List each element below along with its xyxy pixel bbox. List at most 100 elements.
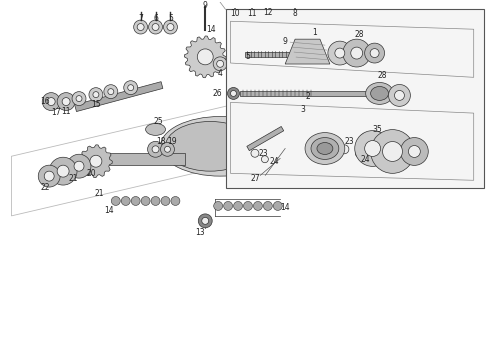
Bar bbox=[225, 9, 484, 188]
Circle shape bbox=[340, 145, 349, 154]
Text: 28: 28 bbox=[378, 71, 387, 80]
Text: 35: 35 bbox=[372, 125, 382, 134]
Text: 9: 9 bbox=[203, 1, 208, 10]
Circle shape bbox=[343, 39, 370, 67]
Text: 10: 10 bbox=[230, 9, 240, 18]
Circle shape bbox=[76, 96, 82, 102]
Circle shape bbox=[72, 92, 86, 105]
Circle shape bbox=[370, 130, 415, 174]
Circle shape bbox=[370, 49, 379, 58]
Polygon shape bbox=[285, 39, 330, 64]
Circle shape bbox=[227, 87, 240, 99]
Circle shape bbox=[57, 165, 69, 177]
Circle shape bbox=[111, 197, 120, 206]
Ellipse shape bbox=[311, 138, 339, 159]
Circle shape bbox=[128, 85, 134, 91]
Circle shape bbox=[262, 14, 274, 26]
Text: 7: 7 bbox=[138, 14, 143, 23]
Circle shape bbox=[365, 43, 385, 63]
Ellipse shape bbox=[146, 123, 166, 135]
Text: 20: 20 bbox=[86, 168, 96, 177]
Bar bbox=[247, 126, 284, 150]
Text: 12: 12 bbox=[263, 8, 272, 17]
Bar bbox=[241, 91, 369, 96]
Text: 15: 15 bbox=[91, 100, 101, 109]
Circle shape bbox=[292, 19, 298, 25]
Text: 11: 11 bbox=[247, 9, 257, 18]
Circle shape bbox=[44, 171, 54, 181]
Text: 27: 27 bbox=[250, 174, 260, 183]
Circle shape bbox=[124, 81, 138, 95]
Circle shape bbox=[134, 20, 147, 34]
Ellipse shape bbox=[366, 82, 393, 104]
Circle shape bbox=[147, 141, 164, 157]
Circle shape bbox=[171, 197, 180, 206]
Circle shape bbox=[152, 146, 159, 153]
Circle shape bbox=[161, 197, 170, 206]
Circle shape bbox=[305, 29, 311, 35]
Circle shape bbox=[38, 165, 60, 187]
Bar bbox=[106, 153, 185, 165]
Text: 14: 14 bbox=[206, 25, 216, 34]
Ellipse shape bbox=[317, 143, 333, 154]
Circle shape bbox=[89, 88, 103, 102]
Circle shape bbox=[246, 144, 264, 162]
Circle shape bbox=[273, 202, 282, 210]
Circle shape bbox=[383, 141, 402, 161]
Text: 25: 25 bbox=[154, 117, 163, 126]
Circle shape bbox=[57, 93, 75, 111]
Circle shape bbox=[74, 161, 84, 171]
Circle shape bbox=[230, 90, 237, 96]
Circle shape bbox=[42, 93, 60, 111]
Circle shape bbox=[265, 17, 271, 23]
Circle shape bbox=[355, 149, 363, 157]
Text: 23: 23 bbox=[258, 149, 268, 158]
Ellipse shape bbox=[370, 86, 389, 100]
Circle shape bbox=[335, 139, 354, 159]
Text: 4: 4 bbox=[218, 69, 222, 78]
Ellipse shape bbox=[166, 121, 255, 171]
Circle shape bbox=[400, 138, 428, 165]
Circle shape bbox=[335, 48, 345, 58]
Text: 1: 1 bbox=[312, 27, 317, 36]
Circle shape bbox=[197, 49, 213, 65]
Ellipse shape bbox=[360, 133, 374, 142]
Circle shape bbox=[253, 202, 262, 210]
Circle shape bbox=[328, 41, 352, 65]
Circle shape bbox=[93, 92, 99, 98]
Circle shape bbox=[62, 98, 70, 105]
Circle shape bbox=[148, 20, 163, 34]
Circle shape bbox=[198, 214, 212, 228]
Ellipse shape bbox=[161, 117, 280, 176]
Circle shape bbox=[213, 57, 227, 71]
Circle shape bbox=[408, 145, 420, 157]
Text: 18: 18 bbox=[156, 137, 165, 146]
Polygon shape bbox=[79, 145, 112, 177]
Circle shape bbox=[223, 202, 233, 210]
Bar bbox=[74, 82, 163, 112]
Circle shape bbox=[227, 49, 243, 65]
Text: 11: 11 bbox=[61, 107, 71, 116]
Bar bbox=[310, 141, 359, 151]
Ellipse shape bbox=[265, 91, 315, 148]
Circle shape bbox=[261, 156, 269, 163]
Circle shape bbox=[248, 19, 255, 26]
Circle shape bbox=[231, 53, 239, 61]
Text: 14: 14 bbox=[104, 206, 114, 215]
Circle shape bbox=[251, 149, 259, 157]
Text: 5: 5 bbox=[245, 52, 250, 61]
Circle shape bbox=[389, 85, 411, 106]
Circle shape bbox=[104, 85, 118, 99]
Text: 8: 8 bbox=[293, 9, 297, 18]
Circle shape bbox=[164, 20, 177, 34]
Text: 19: 19 bbox=[168, 137, 177, 146]
Circle shape bbox=[152, 23, 159, 31]
Circle shape bbox=[289, 16, 301, 28]
Circle shape bbox=[355, 131, 391, 166]
Text: 5: 5 bbox=[168, 14, 173, 23]
Circle shape bbox=[351, 47, 363, 59]
Polygon shape bbox=[184, 36, 226, 78]
Circle shape bbox=[350, 144, 368, 162]
Circle shape bbox=[137, 23, 144, 31]
Text: 26: 26 bbox=[213, 89, 222, 98]
